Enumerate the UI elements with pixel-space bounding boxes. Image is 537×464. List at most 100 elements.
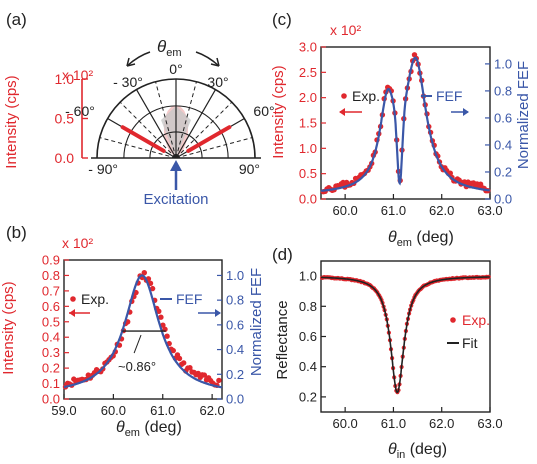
panel-c-legend-exp-marker — [341, 93, 347, 99]
panel-b-exp-point — [164, 333, 170, 339]
panel-d-legend: Exp. Fit — [447, 312, 490, 351]
panel-b-scale-note: x 10² — [62, 235, 93, 251]
panel-a-y-tick-label: 0.0 — [55, 150, 75, 166]
panel-b-x-tick-label: 59.0 — [51, 403, 76, 418]
panel-b-y-tick-label: 0.4 — [42, 330, 60, 345]
panel-b-exp-point — [158, 314, 164, 320]
panel-d-y-tick-label: 0.8 — [299, 299, 317, 314]
panel-d-x-tick-label: 63.0 — [477, 416, 502, 431]
panel-d-x-label: θin (deg) — [388, 441, 447, 461]
panel-c-legend-exp-label: Exp. — [352, 88, 380, 104]
panel-d-x-tick-label: 61.0 — [381, 416, 406, 431]
panel-b-x-label: θem (deg) — [116, 419, 182, 439]
panel-c-y-tick-label: 3.0 — [299, 40, 317, 55]
panel-b-legend-exp-marker — [70, 296, 76, 302]
panel-d: (d) Reflectance θin (deg) 60.0 61.0 62.0 63… — [272, 245, 503, 461]
panel-c-y-label: Intensity (cps) — [270, 65, 287, 158]
panel-c-x-tick-label: 61.0 — [381, 203, 406, 218]
panel-a-spoke — [175, 81, 197, 159]
panel-a-polar-plot: - 90° - 60° - 30° 0° 30° 60° 90° — [65, 61, 274, 177]
panel-b-legend-exp: Exp. — [69, 291, 109, 317]
panel-b-y-tick-label: 0.3 — [42, 345, 60, 360]
panel-a-spoke — [135, 89, 177, 159]
panel-a-y-tick-label: 1.0 — [55, 71, 75, 87]
panel-a-angle-label: - 60° — [65, 103, 95, 119]
panel-b-y2-tick-label: 0.6 — [226, 317, 244, 332]
panel-d-y-tick-label: 0.4 — [299, 359, 317, 374]
panel-b-exp-point — [160, 322, 166, 328]
panel-d-y-tick-label: 1.0 — [299, 269, 317, 284]
panel-b-y2-label: Normalized FEF — [248, 268, 265, 376]
rotate-left-arrow — [126, 51, 151, 67]
rotate-right-arrow-head — [210, 57, 220, 67]
panel-b-y-tick-label: 0.2 — [42, 361, 60, 376]
panel-a-y-label: Intensity (cps) — [3, 75, 20, 168]
panel-d-x-tick-label: 60.0 — [332, 416, 357, 431]
panel-b-x-tick-label: 60.0 — [101, 403, 126, 418]
panel-b-y2-tick-label: 1.0 — [226, 268, 244, 283]
panel-a-spoke — [175, 101, 233, 159]
panel-d-y-tick-label: 0.6 — [299, 329, 317, 344]
panel-d-plot: 60.0 61.0 62.0 63.0 0.2 0.4 0.6 0.8 1.0 — [299, 260, 503, 431]
panel-b-exp-point — [187, 365, 193, 371]
panel-c-y2-tick-label: 0.4 — [494, 137, 512, 152]
panel-b-y2-tick-label: 0.8 — [226, 293, 244, 308]
panel-b-y-tick-label: 0.5 — [42, 314, 60, 329]
panel-a-angle-label: 30° — [207, 74, 228, 90]
panel-a-intensity-axis: 0.0 0.5 1.0 — [55, 71, 88, 166]
panel-b: (b) x 10² Intensity (cps) Normalized FEF… — [0, 223, 265, 439]
panel-c-y2-tick-label: 0.6 — [494, 110, 512, 125]
panel-b-legend-exp-label: Exp. — [81, 291, 109, 307]
panel-b-y-tick-label: 0.6 — [42, 299, 60, 314]
panel-c-arrow-left-head — [339, 108, 345, 116]
panel-c-plot: 60.0 61.0 62.0 63.00.00.51.01.52.02.53.00.0… — [299, 40, 512, 219]
panel-b-y2-tick-label: 0.0 — [226, 392, 244, 407]
panel-b-y-label: Intensity (cps) — [0, 281, 17, 374]
panel-b-y-tick-label: 0.7 — [42, 283, 60, 298]
panel-c-x-tick-label: 63.0 — [477, 203, 502, 218]
panel-d-legend-exp-marker — [450, 317, 456, 323]
panel-c-y-tick-label: 1.5 — [299, 116, 317, 131]
panel-c-legend-fef: FEF — [421, 88, 469, 116]
excitation-arrow-head — [170, 160, 182, 171]
panel-b-exp-point — [170, 347, 176, 354]
panel-b-legend-fef-label: FEF — [176, 291, 202, 307]
panel-b-exp-point — [176, 355, 183, 362]
panel-b-exp-point — [201, 372, 208, 378]
panel-b-exp-point — [149, 285, 156, 292]
panel-b-arrow-right-head — [215, 309, 221, 317]
excitation-label: Excitation — [143, 191, 208, 208]
panel-a-label: (a) — [6, 10, 27, 29]
panel-b-y-tick-label: 0.0 — [42, 392, 60, 407]
panel-a-spoke — [175, 137, 253, 159]
panel-b-y-tick-label: 0.1 — [42, 376, 60, 391]
panel-a-angle-label: - 30° — [113, 74, 143, 90]
panel-d-legend-fit-label: Fit — [462, 335, 478, 351]
panel-b-arrow-left-head — [69, 309, 75, 317]
panel-b-label: (b) — [6, 223, 27, 242]
panel-b-fef-line — [63, 274, 223, 389]
panel-a-spoke — [119, 101, 177, 159]
panel-a: (a) x 10² Intensity (cps) 0.00.51.0 - 90… — [3, 10, 275, 208]
panel-c-y2-tick-label: 0.2 — [494, 164, 512, 179]
panel-c-y2-tick-label: 1.0 — [494, 56, 512, 71]
panel-b-frame — [63, 259, 223, 400]
panel-d-y-label: Reflectance — [274, 300, 291, 379]
panel-a-y-tick-label: 0.5 — [55, 111, 75, 127]
panel-b-exp-point — [156, 308, 162, 314]
panel-c-y2-label: Normalized FEF — [515, 61, 532, 169]
rotate-right-arrow — [195, 51, 220, 67]
panel-c-scale-note: x 10² — [330, 22, 361, 38]
panel-c: (c) x 10² Intensity (cps) Normalized FEF… — [270, 10, 532, 249]
panel-d-label: (d) — [272, 245, 293, 264]
panel-a-angle-label: 0° — [169, 61, 182, 77]
panel-a-spoke — [155, 81, 177, 159]
panel-c-y-tick-label: 0.5 — [299, 166, 317, 181]
panel-c-frame — [320, 46, 491, 200]
panel-b-legend-fef: FEF — [160, 291, 221, 317]
panel-a-angle-label: 90° — [239, 161, 260, 177]
panel-a-theta-em: θem — [157, 37, 182, 59]
panel-a-spoke — [99, 137, 177, 159]
panel-b-y2-tick-label: 0.4 — [226, 342, 244, 357]
